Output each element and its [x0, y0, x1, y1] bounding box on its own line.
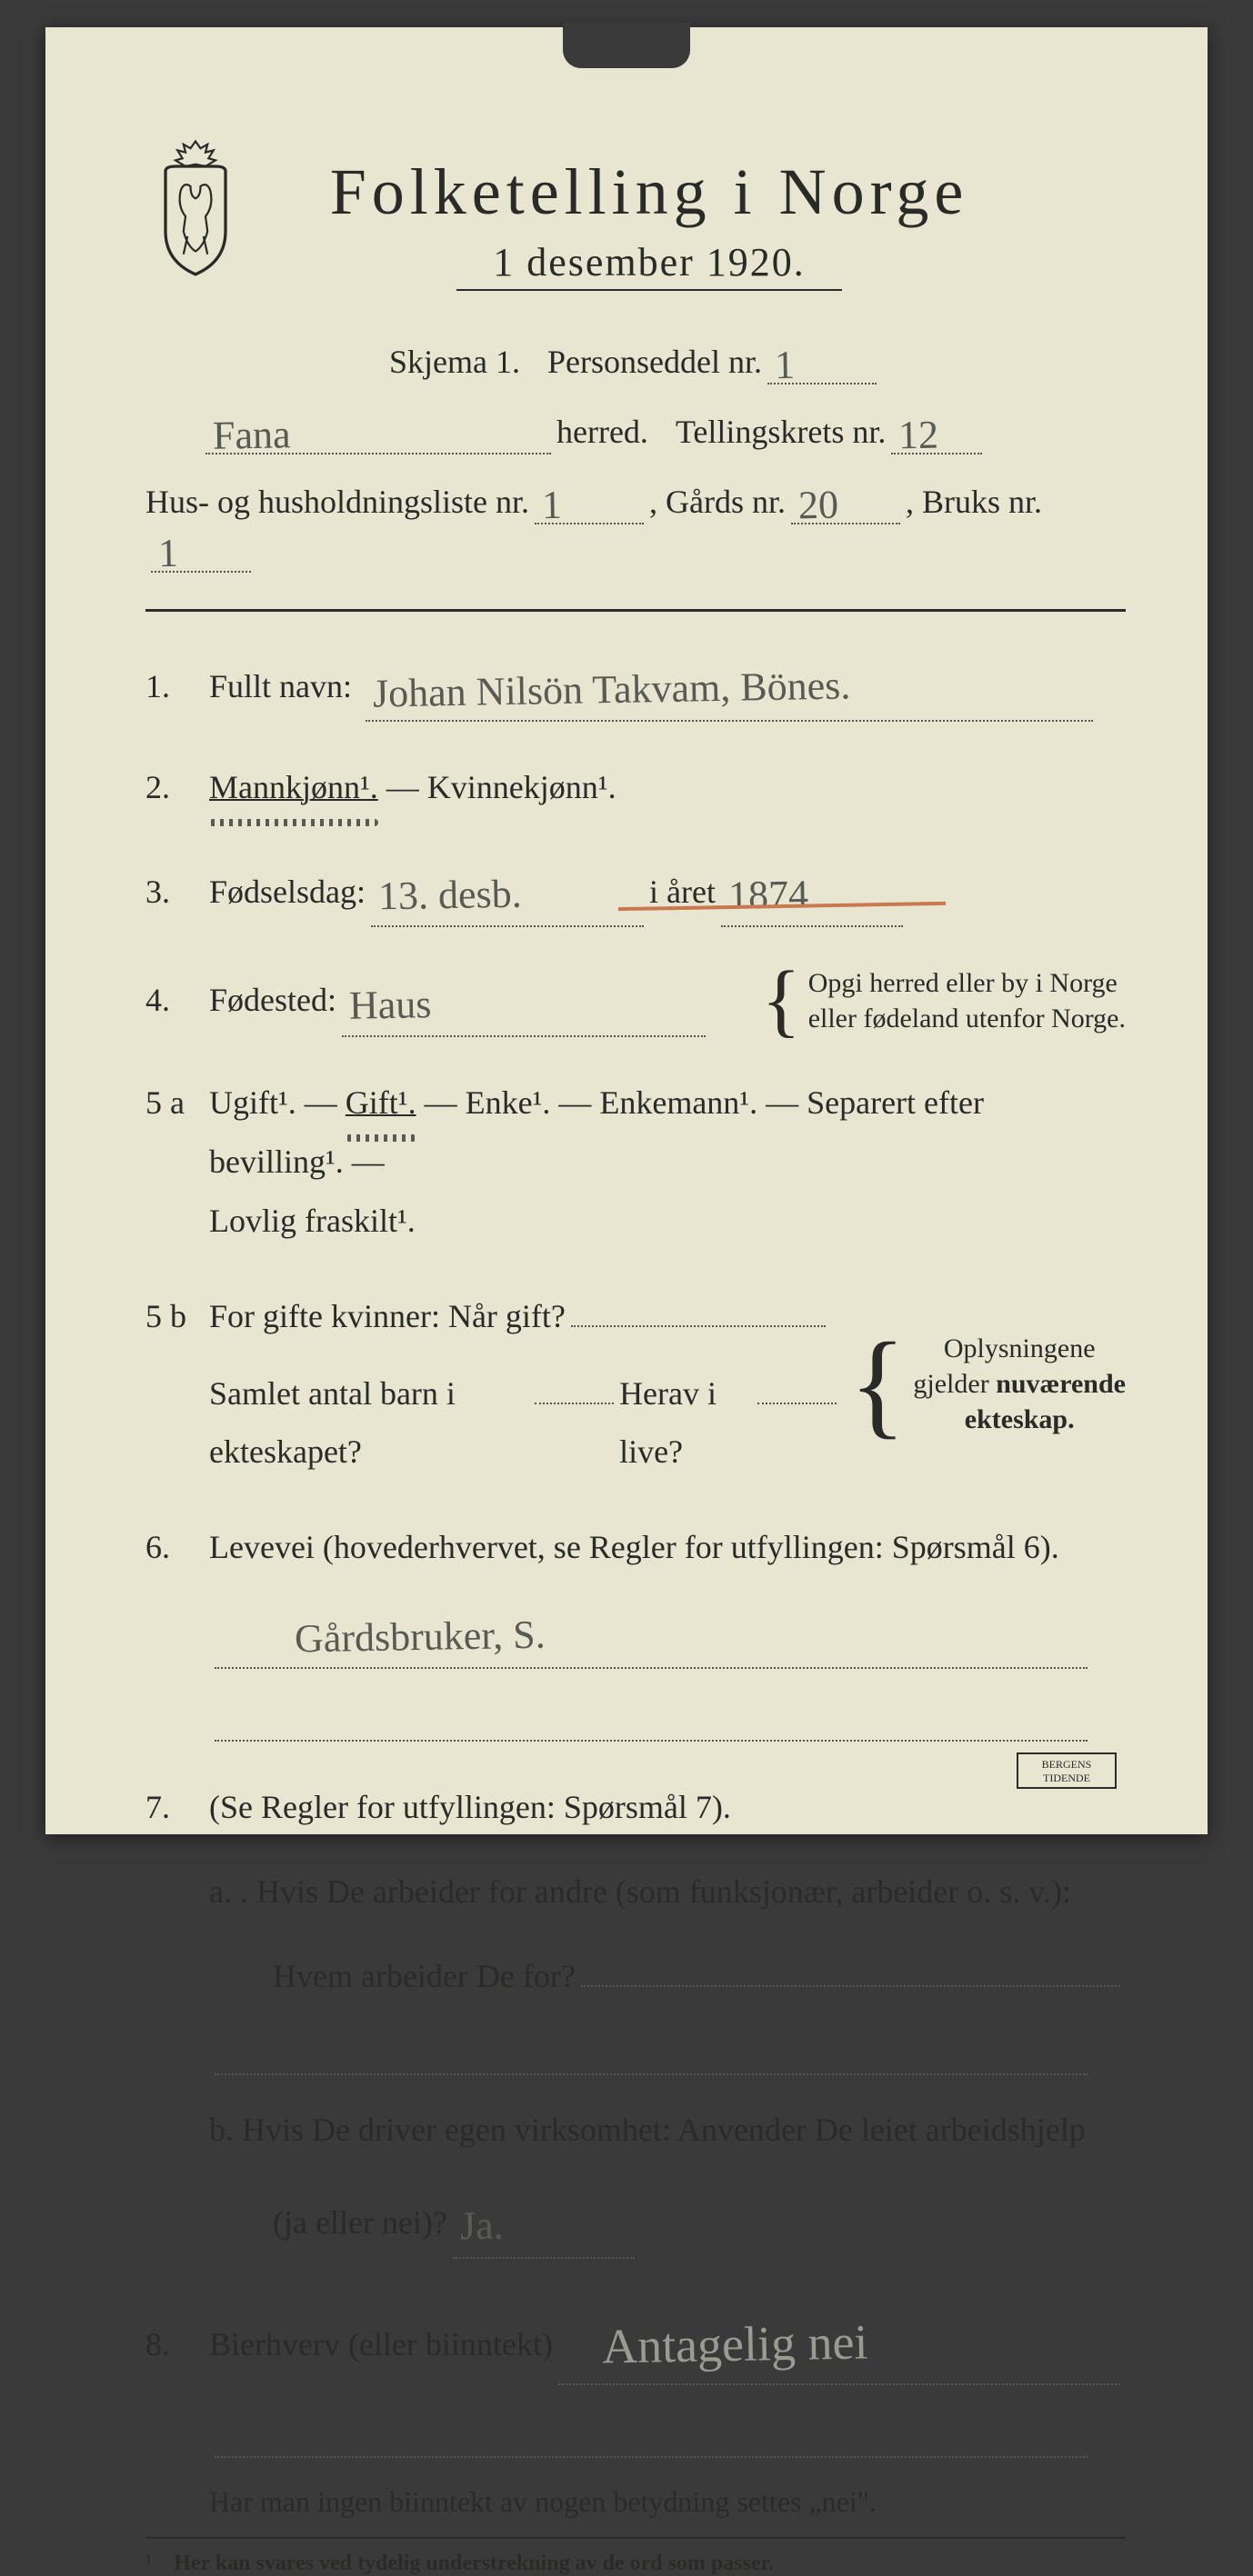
q5a-fraskilt: Lovlig fraskilt¹. — [209, 1203, 416, 1239]
q4-num: 4. — [145, 981, 209, 1019]
q3-num: 3. — [145, 873, 209, 911]
bracket-icon: { — [849, 1349, 906, 1420]
q4-note: Opgi herred eller by i Norge eller fødel… — [808, 965, 1126, 1036]
q3-year-label: i året — [649, 863, 716, 922]
herred-label: herred. — [556, 413, 648, 451]
footnote-marker: ¹ — [145, 2551, 152, 2575]
q7b-value: Ja. — [452, 2190, 511, 2262]
q5b-note: Oplysningene gjelder nuværende ekteskap. — [913, 1331, 1126, 1437]
tellingskrets-label: Tellingskrets nr. — [676, 413, 886, 451]
q4: 4. Fødested: Haus { Opgi herred eller by… — [145, 964, 1126, 1037]
header-rule — [145, 609, 1126, 612]
q5a: 5 a Ugift¹. — Gift¹. — Enke¹. — Enkemann… — [145, 1073, 1126, 1250]
q4-note2: eller fødeland utenfor Norge. — [808, 1001, 1126, 1036]
footer-note1: Har man ingen biinntekt av nogen betydni… — [209, 2485, 877, 2519]
q5b-label2: Samlet antal barn i ekteskapet? — [209, 1364, 529, 1483]
q7b: b. Hvis De driver egen virksomhet: Anven… — [209, 2101, 1126, 2160]
bracket-icon: { — [761, 976, 800, 1025]
q5b-note3: ekteskap. — [913, 1402, 1126, 1437]
q2-dash: — — [386, 769, 427, 805]
q5a-num: 5 a — [145, 1083, 209, 1122]
footnote-text: Her kan svares ved tydelig understreknin… — [174, 2551, 774, 2575]
gards-nr: 20 — [791, 481, 847, 528]
herred-line: Fana herred. Tellingskrets nr. 12 — [145, 406, 1126, 454]
q4-note1: Opgi herred eller by i Norge — [808, 965, 1126, 1001]
footnote: ¹ Her kan svares ved tydelig understrekn… — [145, 2551, 1126, 2576]
main-title: Folketelling i Norge — [173, 155, 1126, 230]
personseddel-nr: 1 — [767, 342, 803, 389]
q1-value: Johan Nilsön Takvam, Bönes. — [365, 649, 858, 730]
q5b-label3: Herav i live? — [619, 1364, 752, 1483]
q2-mann: Mannkjønn¹. — [209, 758, 378, 817]
q5b-num: 5 b — [145, 1297, 209, 1335]
q7a-label: a. . Hvis De arbeider for andre (som fun… — [209, 1873, 1071, 1910]
q5a-enkemann: Enkemann¹. — [599, 1084, 757, 1121]
q6-num: 6. — [145, 1528, 209, 1566]
personseddel-label: Personseddel nr. — [547, 343, 762, 381]
footer-rule — [145, 2537, 1126, 2539]
q6: 6. Levevei (hovederhvervet, se Regler fo… — [145, 1518, 1126, 1742]
q5b-label1: For gifte kvinner: Når gift? — [209, 1287, 566, 1346]
q7: 7. (Se Regler for utfyllingen: Spørsmål … — [145, 1778, 1126, 2258]
footer-note: Har man ingen biinntekt av nogen betydni… — [209, 2485, 1126, 2519]
sub-title: 1 desember 1920. — [456, 239, 842, 291]
q8-value: Antagelig nei — [594, 2298, 876, 2391]
q7a-sub: Hvem arbeider De for? — [273, 1947, 576, 2006]
q8-num: 8. — [145, 2325, 209, 2363]
bruks-label: , Bruks nr. — [906, 483, 1042, 521]
q8: 8. Bierhverv (eller biinntekt) Antagelig… — [145, 2295, 1126, 2385]
q5b-note2: gjelder nuværende — [913, 1366, 1126, 1402]
herred-value: Fana — [205, 411, 298, 459]
q7a: a. . Hvis De arbeider for andre (som fun… — [209, 1862, 1126, 1922]
q6-label: Levevei (hovederhvervet, se Regler for u… — [209, 1529, 1059, 1565]
printer-stamp: BERGENS TIDENDE — [1017, 1752, 1117, 1789]
q7-label: (Se Regler for utfyllingen: Spørsmål 7). — [209, 1789, 731, 1825]
q5a-ugift: Ugift¹. — [209, 1084, 296, 1121]
q2-kvinne: Kvinnekjønn¹. — [427, 769, 616, 805]
q3-year: 1874 — [720, 858, 816, 932]
q5a-gift: Gift¹. — [346, 1073, 416, 1133]
q5b-note1: Oplysningene — [913, 1331, 1126, 1366]
bruks-nr: 1 — [151, 530, 186, 577]
paper-notch — [563, 23, 690, 68]
husliste-label: Hus- og husholdningsliste nr. — [145, 483, 529, 521]
skjema-line: Skjema 1. Personseddel nr. 1 — [145, 336, 1126, 384]
husliste-line: Hus- og husholdningsliste nr. 1 , Gårds … — [145, 476, 1126, 573]
q1: 1. Fullt navn: Johan Nilsön Takvam, Böne… — [145, 648, 1126, 722]
q3-day: 13. desb. — [370, 857, 529, 932]
census-form-page: Folketelling i Norge 1 desember 1920. Sk… — [45, 27, 1208, 1834]
q3-label: Fødselsdag: — [209, 863, 366, 922]
gards-label: , Gårds nr. — [649, 483, 786, 521]
q4-value: Haus — [341, 968, 439, 1042]
title-block: Folketelling i Norge 1 desember 1920. — [173, 155, 1126, 291]
q7b-sub: (ja eller nei)? — [273, 2193, 447, 2252]
q1-num: 1. — [145, 667, 209, 705]
q2-num: 2. — [145, 768, 209, 806]
skjema-label: Skjema 1. — [389, 343, 520, 381]
q3: 3. Fødselsdag: 13. desb. i året 1874 — [145, 854, 1126, 927]
q7b-label: b. Hvis De driver egen virksomhet: Anven… — [209, 2112, 1086, 2148]
husliste-nr: 1 — [535, 482, 570, 529]
q2: 2. Mannkjønn¹. — Kvinnekjønn¹. — [145, 758, 1126, 817]
q1-label: Fullt navn: — [209, 668, 352, 704]
q5a-enke: Enke¹. — [466, 1084, 551, 1121]
q4-label: Fødested: — [209, 971, 336, 1030]
q6-value: Gårdsbruker, S. — [286, 1598, 553, 1674]
q8-label: Bierhverv (eller biinntekt) — [209, 2315, 553, 2374]
tellingskrets-nr: 12 — [891, 411, 947, 458]
q5b: 5 b For gifte kvinner: Når gift? Samlet … — [145, 1287, 1126, 1482]
q7-num: 7. — [145, 1788, 209, 1826]
header-row: Folketelling i Norge 1 desember 1920. — [145, 155, 1126, 291]
